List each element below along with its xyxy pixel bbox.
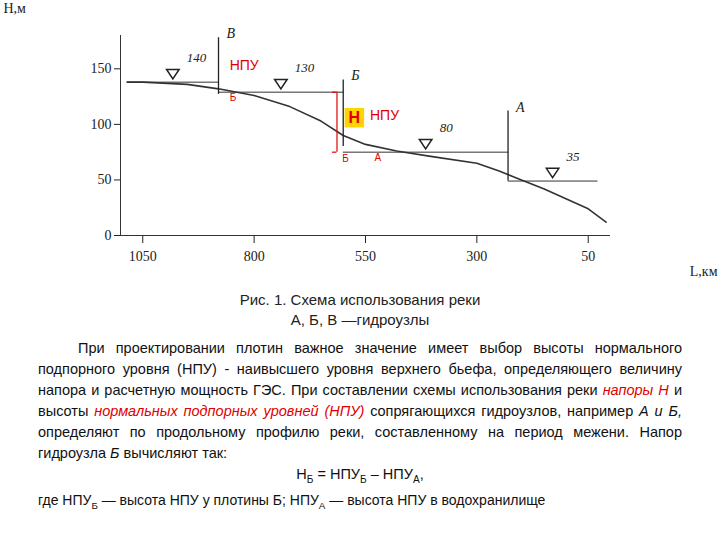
svg-text:150: 150 bbox=[91, 61, 112, 76]
svg-text:35: 35 bbox=[566, 149, 581, 164]
svg-text:800: 800 bbox=[244, 249, 265, 264]
svg-text:0: 0 bbox=[105, 228, 112, 243]
svg-text:В: В bbox=[227, 26, 236, 41]
svg-text:Б: Б bbox=[342, 153, 349, 164]
svg-text:300: 300 bbox=[466, 249, 487, 264]
html-text:Рис. 1. Схема использования ре: Рис. 1. Схема использования реки bbox=[239, 291, 481, 308]
svg-text:НПУ: НПУ bbox=[230, 57, 259, 73]
svg-text:1050: 1050 bbox=[129, 249, 157, 264]
svg-text:140: 140 bbox=[187, 50, 207, 65]
svg-text:50: 50 bbox=[581, 249, 595, 264]
svg-text:НПУ: НПУ bbox=[370, 107, 399, 123]
svg-text:550: 550 bbox=[355, 249, 376, 264]
svg-text:50: 50 bbox=[98, 172, 112, 187]
svg-text:L,км: L,км bbox=[690, 264, 718, 279]
html-text:где НПУБ— высота НПУ у плотины: где НПУБ— высота НПУ у плотины Б; НПУА— … bbox=[38, 491, 546, 511]
html-text:А, Б, В —гидроузлы: А, Б, В —гидроузлы bbox=[290, 311, 430, 328]
svg-text:Б: Б bbox=[350, 68, 359, 83]
svg-text:А: А bbox=[374, 152, 381, 163]
svg-text:100: 100 bbox=[91, 117, 112, 132]
html-text:определяют по продольному проф: определяют по продольному профилю реки, … bbox=[38, 424, 682, 461]
svg-text:Н: Н bbox=[349, 109, 361, 126]
svg-text:130: 130 bbox=[295, 60, 315, 75]
svg-text:А: А bbox=[515, 100, 525, 115]
svg-text:Б: Б bbox=[230, 92, 237, 103]
svg-text:H,м: H,м bbox=[4, 1, 27, 16]
svg-text:80: 80 bbox=[440, 120, 454, 135]
html-text:При проектировании плотин важн: При проектировании плотин важное значени… bbox=[38, 340, 682, 419]
html-text:НБ= НПУБ– НПУА,: НБ= НПУБ– НПУА, bbox=[296, 466, 424, 485]
